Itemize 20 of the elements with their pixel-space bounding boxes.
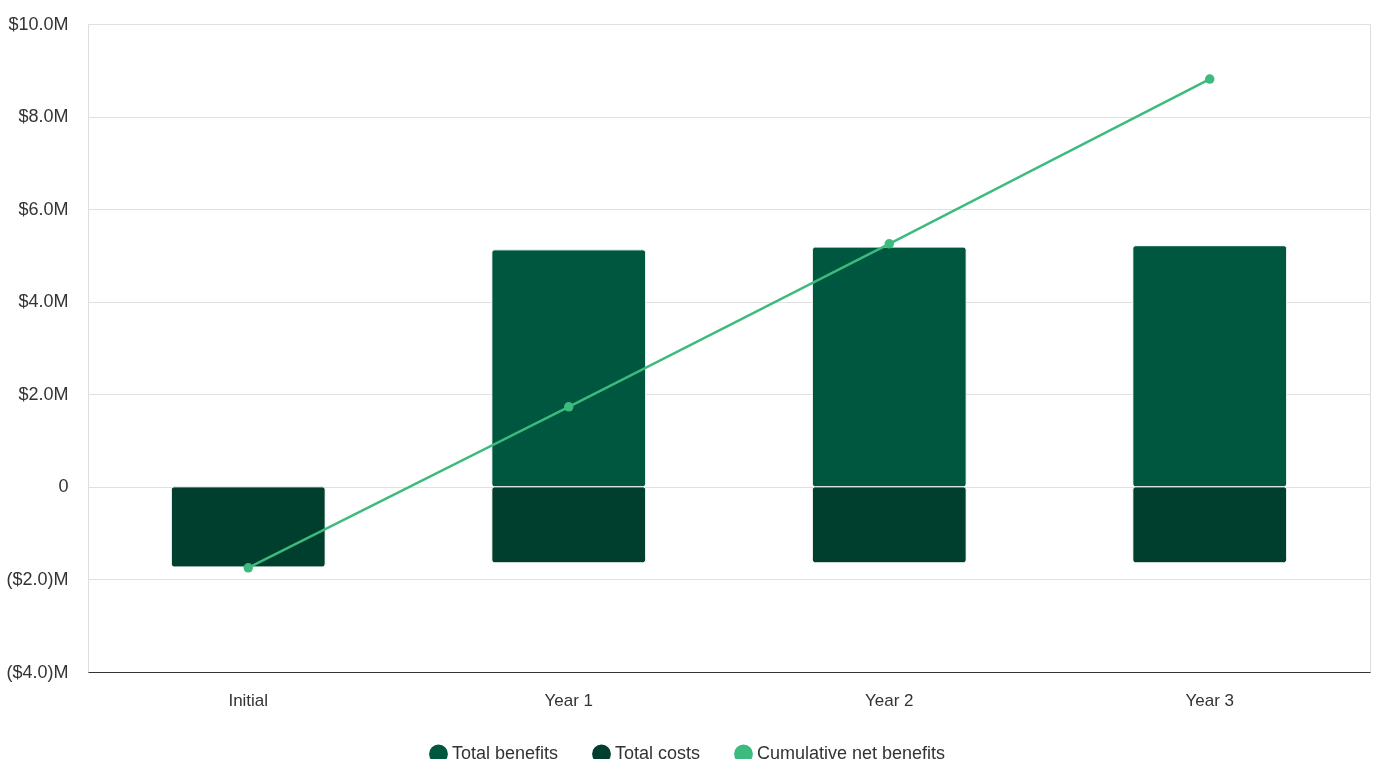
y-tick-label: ($4.0)M [6,661,69,682]
y-tick-label: $8.0M [18,106,69,127]
bar [170,486,326,568]
x-tick-label: Year 2 [864,690,914,710]
point [884,239,894,249]
point [564,402,574,412]
x-tick-label: Initial [228,690,269,710]
y-tick-label: $4.0M [18,291,69,312]
y-tick-label: $10.0M [8,13,69,34]
y-tick-label: $6.0M [18,198,69,219]
point [1205,74,1215,84]
x-tick-label: Year 1 [544,690,594,710]
legend-label: Total benefits [452,742,559,759]
x-tick-label: Year 3 [1185,690,1235,710]
y-tick-label: $2.0M [18,383,69,404]
legend-label: Total costs [615,742,701,759]
point [243,563,253,573]
y-tick-label: 0 [58,476,69,497]
legend-label: Cumulative net benefits [757,742,946,759]
y-tick-label: ($2.0)M [6,568,69,589]
